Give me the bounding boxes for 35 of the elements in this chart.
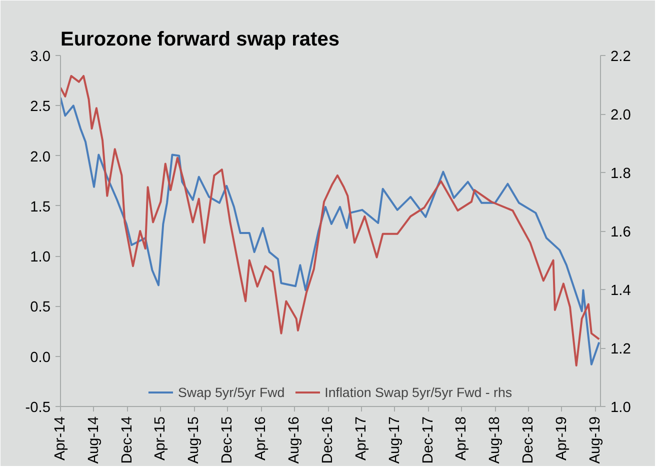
x-tick-label: Aug-16 [286,416,303,464]
x-tick-label: Apr-16 [253,416,270,460]
x-tick-label: Dec-17 [420,416,436,464]
x-tick-label: Apr-19 [554,416,570,460]
x-tick-label: Dec-15 [220,416,236,464]
y2-tick-label: 1.4 [610,283,631,299]
chart-title: Eurozone forward swap rates [60,28,340,50]
y2-tick-label: 1.0 [610,400,631,416]
y2-tick-label: 1.6 [610,224,631,240]
legend-label: Inflation Swap 5yr/5yr Fwd - rhs [324,384,512,400]
y-tick-label: 0.0 [30,350,50,366]
x-tick-label: Aug-19 [587,416,604,464]
y-tick-label: 1.5 [30,199,50,216]
y-tick-label: 2.5 [30,99,50,116]
x-tick-label: Aug-17 [386,416,403,464]
x-tick-label: Dec-18 [520,416,537,464]
legend-label: Swap 5yr/5yr Fwd [178,384,285,400]
y2-tick-label: 1.2 [610,342,631,358]
x-tick-label: Dec-16 [320,416,336,464]
x-tick-label: Aug-15 [186,416,202,464]
x-tick-label: Apr-18 [454,416,470,460]
y2-tick-label: 1.8 [610,166,631,182]
x-tick-label: Apr-15 [152,416,169,460]
y-tick-label: 3.0 [30,49,50,65]
x-tick-label: Dec-14 [119,416,136,464]
x-tick-label: Aug-18 [487,416,504,464]
y-tick-label: 0.5 [30,300,50,316]
y2-tick-label: 2.2 [610,49,631,65]
y-tick-label: 1.0 [30,250,50,266]
x-tick-label: Aug-14 [86,416,102,464]
y2-tick-label: 2.0 [610,108,631,124]
y-tick-label: 2.0 [30,149,50,166]
x-tick-label: Apr-17 [353,416,370,460]
x-tick-label: Apr-14 [52,416,68,460]
y-tick-label: -0.5 [25,400,51,416]
